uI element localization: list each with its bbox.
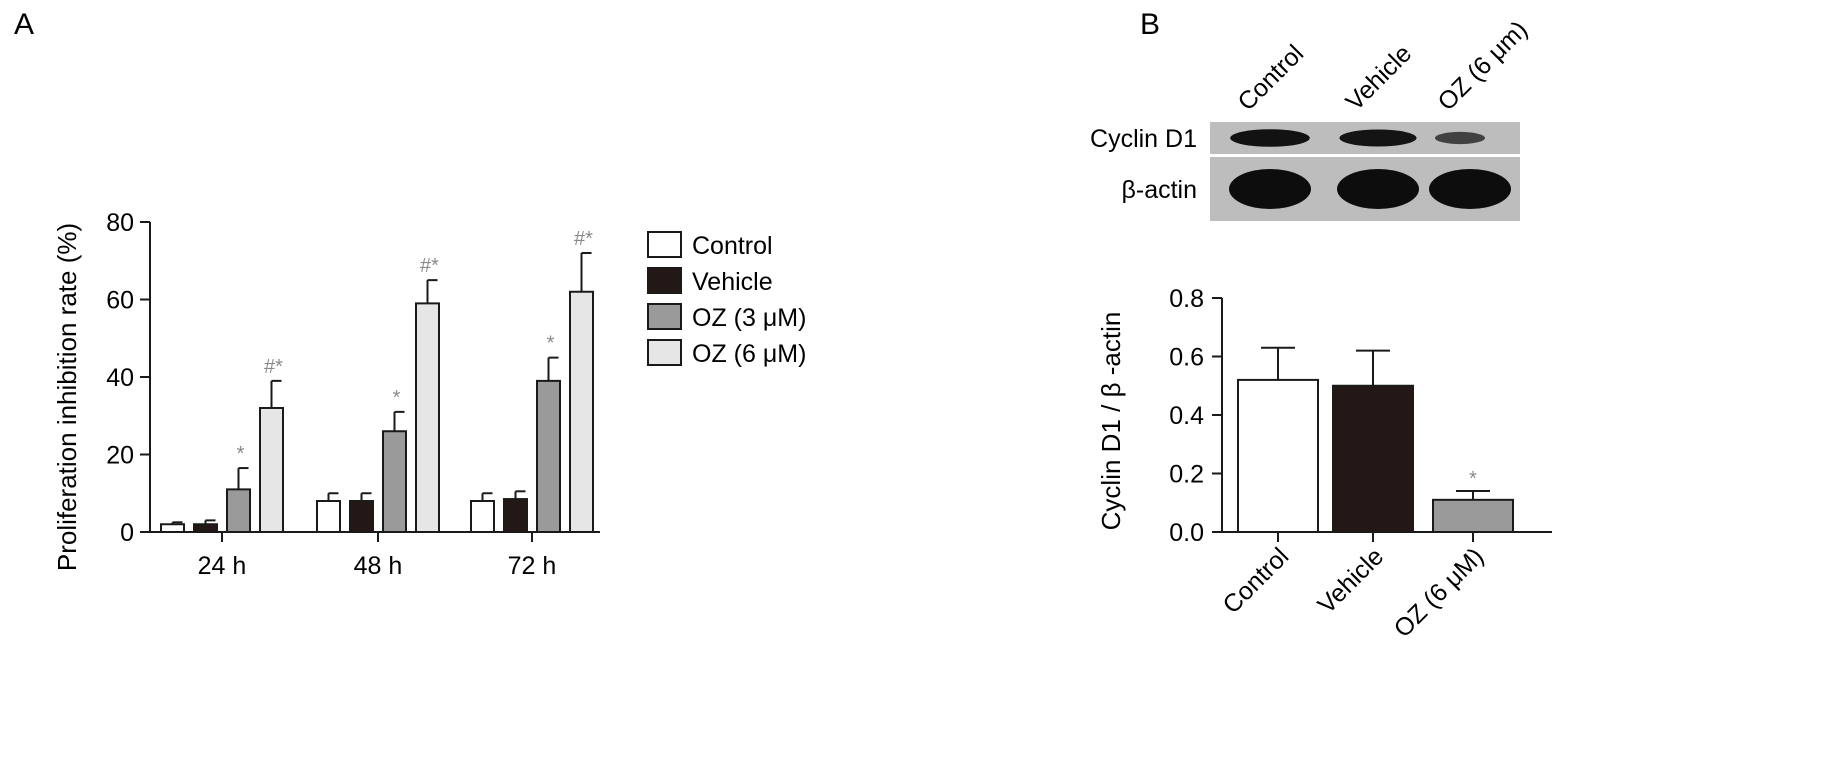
chart-b: 0.0 0.2 0.4 0.6 0.8 Cyclin D1 / β -actin Contr…: [1096, 285, 1552, 643]
significance-mark: *: [547, 333, 555, 355]
y-tick-label: 20: [106, 442, 134, 470]
significance-mark: *: [237, 443, 245, 465]
legend-swatch: [647, 267, 682, 294]
x-tick-label: Vehicle: [1312, 542, 1389, 619]
legend-label: OZ (3 μM): [692, 304, 806, 332]
significance-mark: #*: [420, 255, 439, 277]
chart-a: 0 20 40 60 80 Proliferation inhibition rate (…: [52, 209, 600, 580]
blot-band: [1434, 131, 1486, 145]
bar: [316, 500, 341, 533]
y-tick-label: 40: [106, 364, 134, 392]
blot-band: [1337, 169, 1419, 209]
y-tick-label: 80: [106, 209, 134, 237]
y-tick-label: 0.8: [1169, 285, 1204, 313]
y-tick-label: 0.6: [1169, 344, 1204, 372]
blot-band: [1339, 129, 1417, 147]
y-tick-label: 0.4: [1169, 402, 1204, 430]
y-tick-label: 0: [120, 519, 134, 547]
bar: [470, 500, 495, 533]
bar: [1432, 498, 1514, 534]
western-blot: Control Vehicle OZ (6 μm) Cyclin D1 β-actin: [1090, 16, 1533, 221]
bar: [193, 523, 218, 533]
y-tick-label: 0.2: [1169, 461, 1204, 489]
y-axis-label: Proliferation inhibition rate (%): [52, 223, 82, 571]
bar: [259, 407, 284, 533]
bar: [569, 290, 594, 533]
bar: [1237, 378, 1319, 533]
x-tick-label: Control: [1217, 542, 1294, 619]
bar: [226, 488, 251, 533]
legend-swatch: [647, 339, 682, 366]
x-tick-label: 72 h: [508, 552, 557, 580]
bar: [382, 430, 407, 533]
y-tick-label: 60: [106, 287, 134, 315]
blot-band: [1229, 169, 1311, 209]
legend-swatch: [647, 231, 682, 258]
legend-label: Control: [692, 232, 773, 260]
bar: [536, 379, 561, 533]
chart-a-legend: Control Vehicle OZ (3 μM) OZ (6 μM): [647, 231, 806, 368]
blot-lane-label: Vehicle: [1340, 39, 1417, 116]
legend-swatch: [647, 303, 682, 330]
x-tick-label: OZ (6 μM): [1389, 542, 1490, 643]
blot-lane-label: Control: [1232, 39, 1309, 116]
bar: [160, 523, 185, 533]
bar: [503, 498, 528, 533]
blot-row-label: Cyclin D1: [1090, 125, 1197, 153]
bar: [1332, 384, 1414, 533]
bar: [349, 500, 374, 533]
y-axis-label: Cyclin D1 / β -actin: [1096, 312, 1126, 531]
y-tick-label: 0.0: [1169, 519, 1204, 547]
panel-a-label: A: [14, 8, 34, 41]
significance-mark: #*: [264, 356, 283, 378]
blot-band: [1429, 169, 1511, 209]
significance-mark: #*: [574, 228, 593, 250]
legend-label: Vehicle: [692, 268, 773, 296]
x-tick-label: 24 h: [198, 552, 247, 580]
blot-lane-label: OZ (6 μm): [1432, 16, 1533, 117]
significance-mark: *: [1469, 468, 1477, 490]
blot-row-label: β-actin: [1121, 176, 1197, 204]
significance-mark: *: [393, 387, 401, 409]
blot-band: [1230, 129, 1310, 147]
x-tick-label: 48 h: [354, 552, 403, 580]
panel-b-label: B: [1140, 8, 1160, 41]
bar: [415, 302, 440, 533]
legend-label: OZ (6 μM): [692, 340, 806, 368]
